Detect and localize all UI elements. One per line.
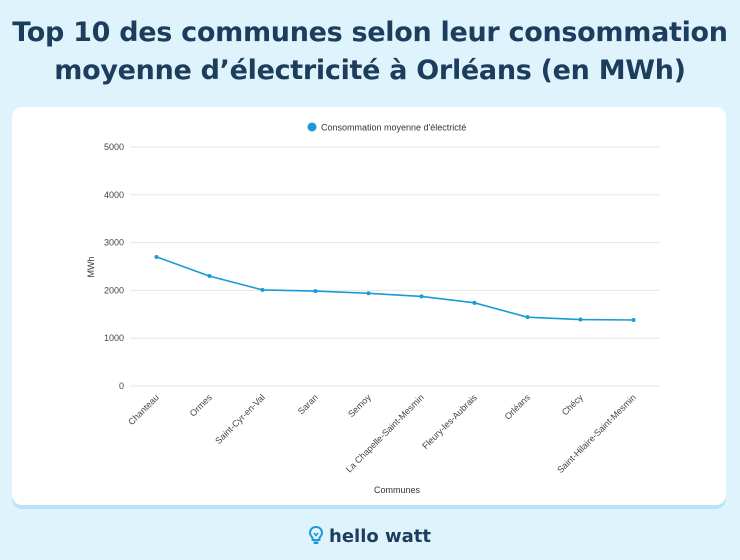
x-tick-label: Saran — [296, 392, 320, 416]
data-point[interactable] — [260, 287, 265, 292]
y-tick-label: 4000 — [104, 190, 124, 200]
line-chart: 0 1000 2000 3000 4000 5000 Chanteau Ormes Saint… — [86, 122, 660, 495]
x-tick-label: Fleury-les-Aubrais — [420, 392, 479, 451]
title-line-1: Top 10 des communes selon leur consommat… — [12, 17, 728, 48]
brand-logo: hello watt — [0, 522, 740, 550]
gridlines — [130, 146, 660, 387]
legend[interactable]: Consommation moyenne d'électricté — [307, 122, 467, 133]
data-point[interactable] — [631, 318, 636, 323]
series-line — [156, 256, 634, 321]
y-tick-label: 2000 — [104, 285, 124, 295]
data-point[interactable] — [313, 289, 318, 294]
x-axis-label: Communes — [374, 485, 421, 495]
y-tick-label: 5000 — [104, 142, 124, 152]
data-point[interactable] — [472, 300, 477, 305]
data-point[interactable] — [578, 317, 583, 322]
data-point[interactable] — [419, 294, 424, 299]
data-point[interactable] — [154, 254, 159, 259]
y-tick-label: 0 — [119, 381, 124, 391]
data-point[interactable] — [366, 291, 371, 296]
x-tick-label: Orléans — [503, 392, 533, 422]
chart-card: 0 1000 2000 3000 4000 5000 Chanteau Ormes Saint… — [12, 107, 726, 505]
lightbulb-icon — [309, 526, 323, 544]
x-tick-label: Saint-Cyr-en-Val — [213, 392, 267, 446]
x-tick-label: Chanteau — [126, 392, 161, 427]
data-point[interactable] — [525, 315, 530, 320]
y-axis-label: MWh — [86, 257, 96, 278]
x-tick-label: Semoy — [346, 392, 373, 419]
legend-marker — [307, 122, 317, 132]
x-axis-ticks: Chanteau Ormes Saint-Cyr-en-Val Saran SemoyL… — [126, 392, 638, 475]
x-tick-label: Ormes — [188, 392, 215, 419]
legend-label: Consommation moyenne d'électricté — [321, 123, 466, 133]
y-tick-label: 3000 — [104, 238, 124, 248]
title-line-2: moyenne d’électricité à Orléans (en MWh) — [54, 55, 686, 86]
series-group — [154, 254, 636, 323]
page-title: Top 10 des communes selon leur consommat… — [0, 14, 740, 90]
brand-name: hello watt — [329, 525, 431, 547]
data-point[interactable] — [207, 274, 212, 279]
y-axis-ticks: 0 1000 2000 3000 4000 5000 — [104, 142, 124, 391]
y-tick-label: 1000 — [104, 333, 124, 343]
x-tick-label: Chécy — [560, 392, 585, 417]
